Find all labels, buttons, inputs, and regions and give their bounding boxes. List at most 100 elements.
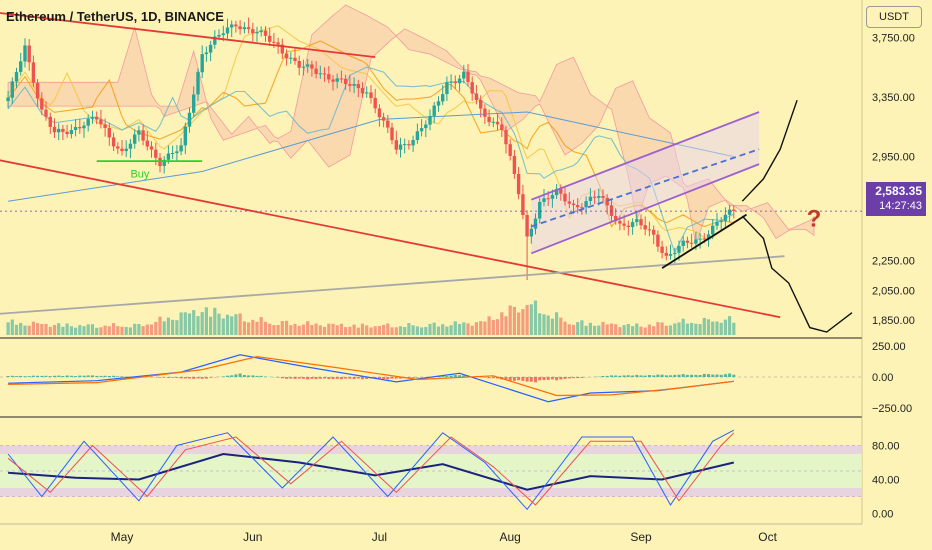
candle-body <box>259 30 263 33</box>
macd-histogram-bar <box>677 374 681 377</box>
macd-histogram-bar <box>112 375 116 377</box>
price-tick-label: 3,350.00 <box>872 92 915 104</box>
candle-body <box>192 94 196 113</box>
macd-histogram-bar <box>652 375 656 377</box>
volume-bar <box>339 323 343 335</box>
candle-body <box>685 240 690 243</box>
candle-body <box>673 252 677 255</box>
macd-histogram-bar <box>504 377 508 380</box>
volume-bar <box>57 323 61 335</box>
candle-body <box>238 26 242 30</box>
macd-histogram-bar <box>192 377 196 379</box>
candle-body <box>318 73 322 75</box>
volume-bar <box>204 307 208 335</box>
candle-body <box>601 196 605 198</box>
candle-body <box>732 209 736 211</box>
volume-bar <box>483 321 487 335</box>
volume-bar <box>555 312 559 335</box>
macd-histogram-bar <box>365 377 369 379</box>
candle-body <box>660 246 664 253</box>
macd-histogram-bar <box>352 377 356 380</box>
volume-bar <box>297 325 301 335</box>
macd-histogram-bar <box>377 377 381 379</box>
oscillator-tick-label: 80.00 <box>872 441 900 453</box>
candle-countdown: 14:27:43 <box>879 200 922 212</box>
volume-bar <box>453 321 457 335</box>
candle-body <box>694 239 698 244</box>
volume-bar <box>690 322 694 335</box>
candle-body <box>289 57 293 59</box>
candle-body <box>622 223 626 226</box>
candle-body <box>10 81 14 98</box>
macd-histogram-bar <box>496 377 499 379</box>
candle-body <box>466 71 470 82</box>
candle-body <box>664 252 668 256</box>
volume-bar <box>723 319 727 335</box>
candle-body <box>86 118 90 126</box>
candle-body <box>200 54 204 73</box>
macd-histogram-bar <box>200 377 204 379</box>
candle-body <box>6 97 10 102</box>
candle-body <box>339 78 344 80</box>
candle-body <box>554 188 559 196</box>
macd-histogram-bar <box>57 375 61 377</box>
volume-bar <box>52 325 57 335</box>
candle-body <box>52 126 57 133</box>
candle-body <box>500 124 504 130</box>
candle-body <box>508 144 512 156</box>
volume-bar <box>251 319 255 335</box>
volume-bar <box>660 322 664 335</box>
volume-bar <box>441 324 445 335</box>
candle-body <box>284 53 289 59</box>
macd-histogram-bar <box>23 376 27 377</box>
trend-line <box>531 148 760 228</box>
macd-histogram-bar <box>462 375 466 377</box>
volume-bar <box>171 319 175 335</box>
candle-body <box>702 238 706 240</box>
volume-bar <box>209 316 213 335</box>
volume-bar <box>470 325 474 335</box>
candle-body <box>698 238 702 240</box>
macd-histogram-bar <box>656 374 660 377</box>
candle-body <box>571 203 576 206</box>
volume-bar <box>175 320 179 335</box>
macd-histogram-bar <box>280 377 284 379</box>
volume-bar <box>698 324 702 335</box>
candle-body <box>487 116 491 123</box>
candle-body <box>618 220 622 224</box>
volume-bar <box>390 327 394 335</box>
volume-bar <box>685 323 689 335</box>
macd-histogram-bar <box>162 377 166 378</box>
macd-histogram-bar <box>622 375 626 377</box>
volume-bar <box>529 304 533 335</box>
macd-histogram-bar <box>36 375 40 377</box>
macd-histogram-bar <box>394 377 398 379</box>
volume-bar <box>285 320 289 335</box>
candle-body <box>293 57 297 61</box>
candle-body <box>82 125 86 129</box>
currency-button[interactable]: USDT <box>866 6 922 28</box>
candle-body <box>588 196 593 201</box>
volume-bar <box>40 324 44 335</box>
macd-histogram-bar <box>82 375 86 377</box>
moving-average-slow <box>7 66 735 254</box>
candle-body <box>483 108 487 117</box>
candle-body <box>428 116 432 125</box>
macd-histogram-bar <box>483 377 487 378</box>
volume-bar <box>605 324 609 335</box>
candle-body <box>310 64 314 69</box>
candle-body <box>95 117 99 120</box>
volume-bar <box>656 322 660 335</box>
candle-body <box>234 24 238 27</box>
macd-tick-label: 250.00 <box>872 341 906 353</box>
x-tick-label: Jul <box>372 530 387 544</box>
volume-bar <box>314 323 318 335</box>
candle-body <box>137 130 141 135</box>
x-tick-label: Sep <box>630 530 652 544</box>
last-price-badge: 2,583.35 14:27:43 <box>866 182 926 216</box>
volume-bar <box>360 323 365 335</box>
volume-bar <box>200 312 204 335</box>
volume-bar <box>559 317 563 335</box>
